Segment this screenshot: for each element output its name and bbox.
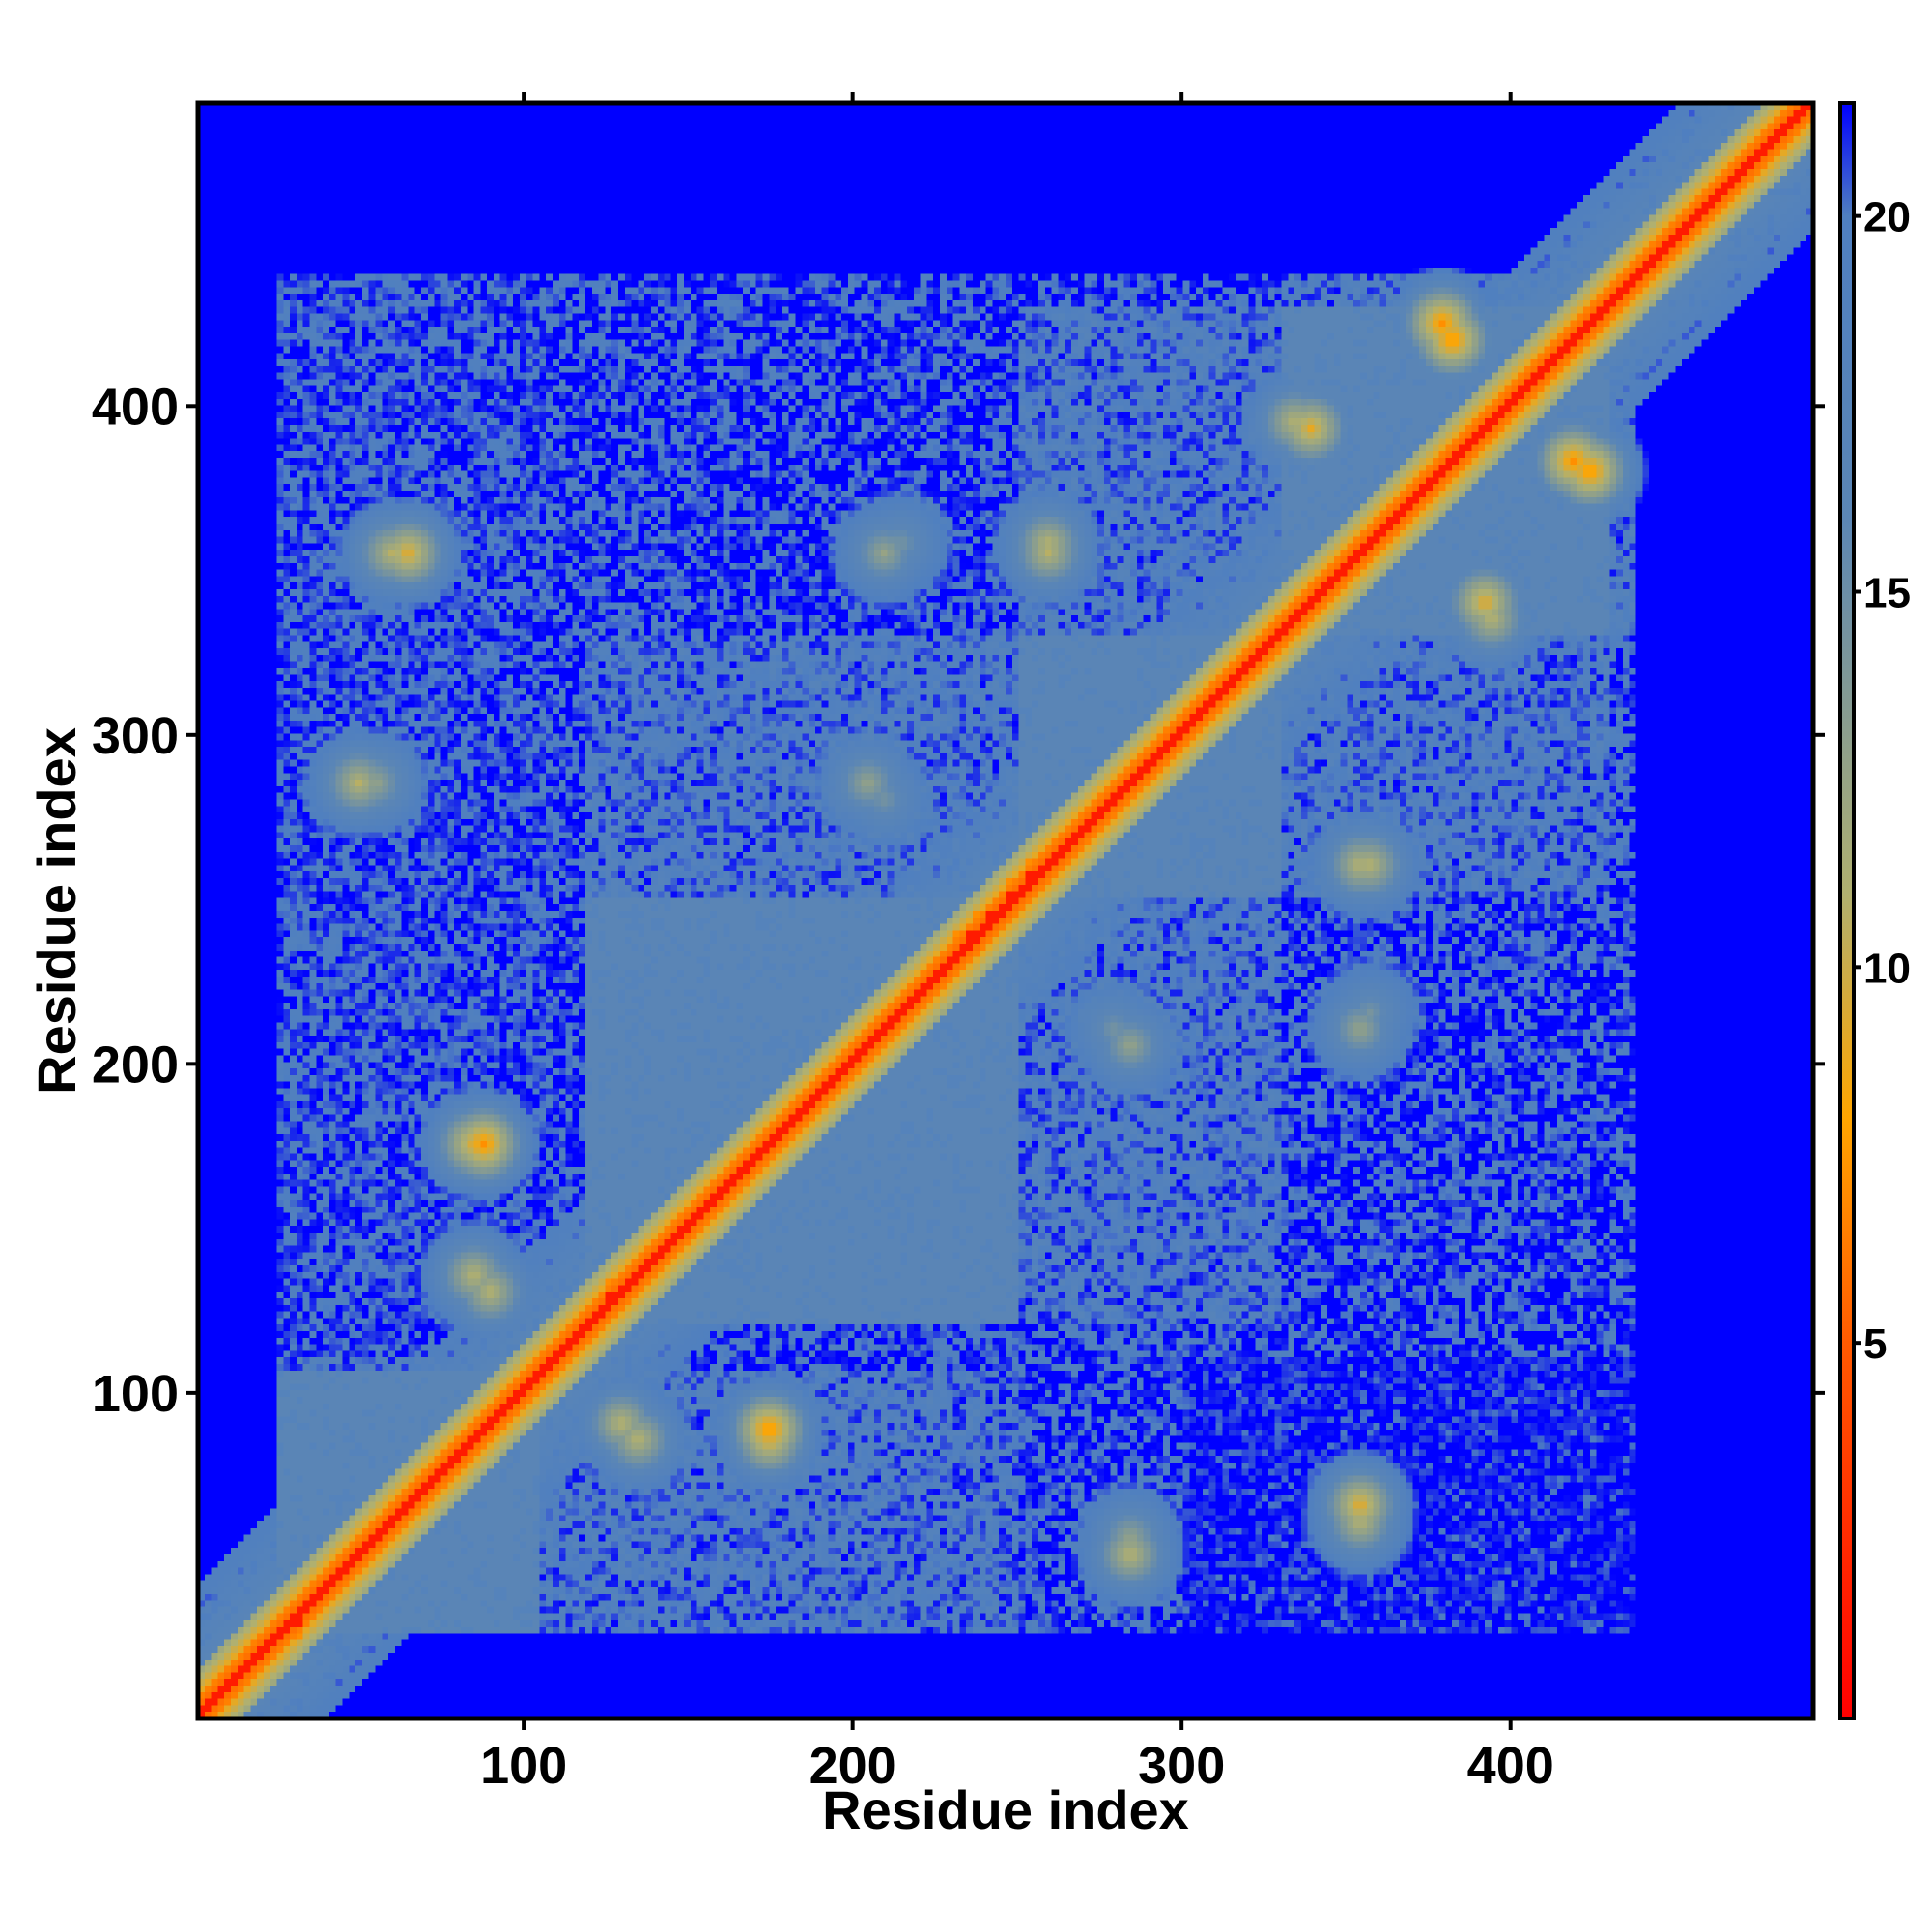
colorbar-tick-label: 20 — [1863, 194, 1911, 242]
colorbar: 5 10 15 20 — [1838, 101, 1911, 1720]
colorbar-scale — [1838, 101, 1856, 1720]
x-tick-label: 400 — [1467, 1737, 1554, 1795]
colorbar-ticks: 5 10 15 20 — [1854, 194, 1911, 1368]
x-axis-title: Residue index — [822, 1779, 1189, 1840]
y-axis: 100 200 300 400 — [92, 378, 1825, 1423]
colorbar-tick-label: 5 — [1863, 1321, 1887, 1368]
y-tick-label: 300 — [92, 707, 179, 765]
x-axis: 100 200 300 400 — [480, 92, 1554, 1795]
x-tick-label: 300 — [1138, 1737, 1225, 1795]
heatmap-image — [198, 103, 1813, 1719]
y-axis-title: Residue index — [26, 727, 87, 1094]
y-tick-label: 200 — [92, 1036, 179, 1094]
y-tick-label: 400 — [92, 378, 179, 436]
y-tick-label: 100 — [92, 1365, 179, 1423]
heatmap-area — [195, 100, 1816, 1721]
colorbar-tick-label: 10 — [1863, 945, 1911, 992]
plot-frame — [195, 100, 1816, 1721]
colorbar-tick-label: 15 — [1863, 569, 1911, 616]
x-tick-label: 100 — [480, 1737, 567, 1795]
x-tick-label: 200 — [810, 1737, 896, 1795]
